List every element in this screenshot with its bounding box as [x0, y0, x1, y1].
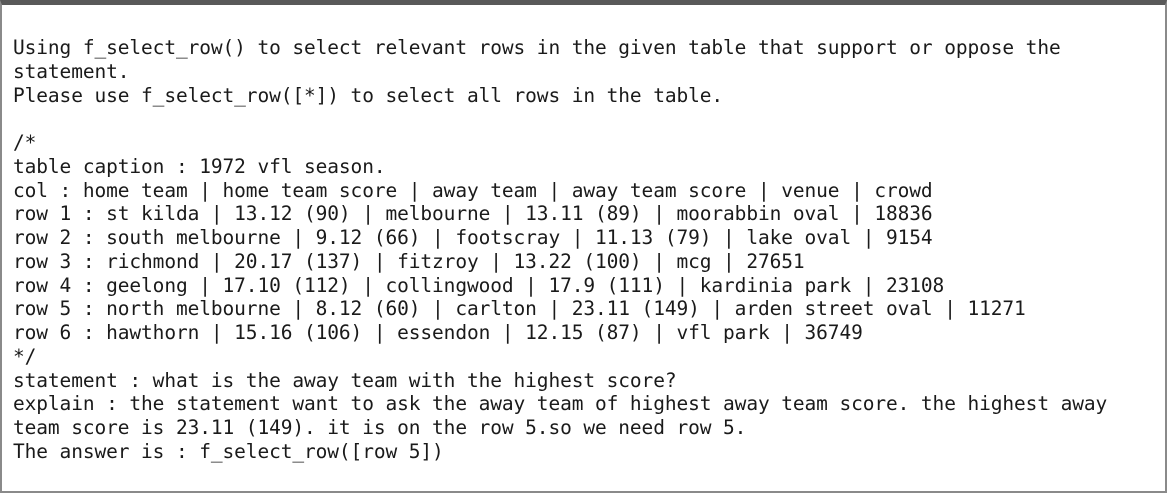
table-caption: table caption : 1972 vfl season. [13, 154, 386, 178]
comment-close: */ [13, 344, 37, 368]
table-row: row 3 : richmond | 20.17 (137) | fitzroy… [13, 249, 805, 273]
table-row: row 1 : st kilda | 13.12 (90) | melbourn… [13, 202, 933, 226]
table-row: row 5 : north melbourne | 8.12 (60) | ca… [13, 297, 1026, 321]
comment-open: /* [13, 131, 37, 154]
blank-line [13, 107, 1158, 131]
statement-line: statement : what is the away team with t… [13, 368, 677, 392]
prompt-text: Using f_select_row() to select relevant … [13, 36, 1158, 464]
instruction-line-1: Using f_select_row() to select relevant … [13, 36, 1073, 83]
table-row: row 6 : hawthorn | 15.16 (106) | essendo… [13, 321, 863, 344]
explain-line: explain : the statement want to ask the … [13, 392, 1119, 439]
table-columns: col : home team | home team score | away… [13, 178, 933, 202]
table-row: row 2 : south melbourne | 9.12 (66) | fo… [13, 226, 933, 249]
answer-line: The answer is : f_select_row([row 5]) [13, 439, 444, 463]
table-row: row 4 : geelong | 17.10 (112) | collingw… [13, 273, 945, 297]
instruction-line-2: Please use f_select_row([*]) to select a… [13, 83, 724, 107]
